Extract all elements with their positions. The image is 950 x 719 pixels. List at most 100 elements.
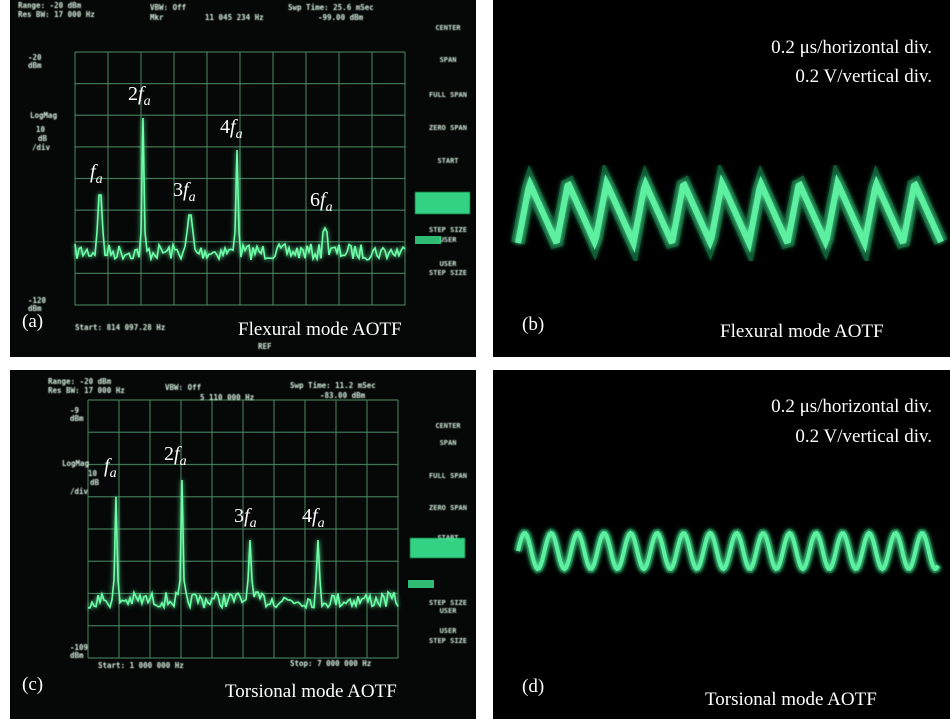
screen-text: dB <box>90 478 100 487</box>
peak-symbol: f <box>183 179 191 201</box>
screen-text: /div <box>70 487 89 496</box>
panel-label: (d) <box>522 676 544 697</box>
softkey: FULL SPAN <box>429 91 467 99</box>
peak-coef: 3 <box>234 505 244 527</box>
panel-caption: Flexural mode AOTF <box>238 319 402 340</box>
peak-coef: 4 <box>220 116 230 138</box>
screen-text: -83.00 dBm <box>320 391 366 400</box>
peak-symbol: f <box>104 455 112 477</box>
screen-text: -9 <box>70 406 80 415</box>
peak-symbol: f <box>230 116 238 138</box>
screen-text: Swp Time: 11.2 mSec <box>290 381 376 390</box>
panel-caption: Torsional mode AOTF <box>225 681 397 702</box>
peak-label: 6fa <box>310 189 333 215</box>
screen-text: Start: 814 097.28 Hz <box>75 323 165 332</box>
softkey: STEP SIZE <box>429 269 467 277</box>
softkey: USER <box>440 627 458 635</box>
scope-trace <box>516 530 940 572</box>
softkey: SPAN <box>440 56 457 64</box>
screen-text: dBm <box>28 304 42 313</box>
highlight-key <box>410 538 465 558</box>
peak-symbol: f <box>244 505 252 527</box>
screen-text: Range: -20 dBm <box>18 1 82 10</box>
screen-text: dBm <box>28 61 42 70</box>
peak-label: 4fa <box>302 505 325 531</box>
screen-text: -109 <box>70 643 89 652</box>
peak-sub: a <box>110 466 117 481</box>
softkey: CENTER <box>435 422 461 430</box>
peak-symbol: f <box>174 443 182 465</box>
scope-trace <box>515 174 944 253</box>
softkey: STEP SIZE <box>429 637 467 645</box>
softkey: USER <box>440 260 458 268</box>
peak-label: 4fa <box>220 116 243 142</box>
screen-text: 10 <box>36 125 46 134</box>
peak-coef: 2 <box>164 443 174 465</box>
softkey: STEP SIZE <box>429 599 467 607</box>
screen-text: /div <box>32 143 51 152</box>
screen-text: 10 <box>88 469 98 478</box>
peak-sub: a <box>318 516 325 531</box>
screen-text: VBW: Off <box>165 383 201 392</box>
scale-text: 0.2 V/vertical div. <box>795 426 932 447</box>
screen-text: Res BW: 17 000 Hz <box>48 386 125 395</box>
screen-text: -99.00 dBm <box>318 13 364 22</box>
softkey: USER <box>440 607 458 615</box>
peak-label: 2fa <box>164 443 187 469</box>
peak-sub: a <box>326 200 333 215</box>
screen-text: dBm <box>70 414 84 423</box>
spectrum-trace <box>74 117 406 263</box>
peak-sub: a <box>189 190 196 205</box>
scale-text: 0.2 μs/horizontal div. <box>771 396 932 417</box>
panel-d <box>493 370 950 719</box>
peak-symbol: f <box>138 83 146 105</box>
screen-text: -20 <box>28 53 42 62</box>
peak-sub: a <box>144 94 151 109</box>
softkey: STEP SIZE <box>429 226 467 234</box>
softkey: CENTER <box>435 24 461 32</box>
screen-text: 5 110 000 Hz <box>200 393 254 402</box>
screen-text: Start: 1 000 000 Hz <box>98 661 184 670</box>
peak-label: fa <box>104 455 117 481</box>
screen-text: REF <box>258 342 272 351</box>
panel-label: (a) <box>22 311 43 332</box>
screen-text: LogMag <box>62 459 90 468</box>
peak-label: fa <box>90 161 103 187</box>
peak-label: 3fa <box>234 505 257 531</box>
peak-sub: a <box>236 127 243 142</box>
peak-coef: 4 <box>302 505 312 527</box>
softkey: ZERO SPAN <box>429 504 467 512</box>
screen-text: 11 045 234 Hz <box>205 13 264 22</box>
peak-coef: 2 <box>128 83 138 105</box>
peak-symbol: f <box>90 161 98 183</box>
screen-text: -120 <box>28 296 47 305</box>
highlight-key <box>415 192 470 214</box>
peak-coef: 3 <box>173 179 183 201</box>
highlight-key <box>408 580 434 588</box>
screen-text: Mkr <box>150 13 164 22</box>
screen-text: LogMag <box>30 111 58 120</box>
peak-symbol: f <box>320 189 328 211</box>
screen-text: Swp Time: 25.6 mSec <box>288 3 374 12</box>
softkey: USER <box>440 236 458 244</box>
peak-sub: a <box>250 516 257 531</box>
screen-text: Res BW: 17 000 Hz <box>18 10 95 19</box>
screen-text: Stop: 7 000 000 Hz <box>290 659 371 668</box>
panel-caption: Flexural mode AOTF <box>720 321 884 342</box>
softkey: SPAN <box>440 439 457 447</box>
peak-label: 3fa <box>173 179 196 205</box>
screen-text: dBm <box>70 651 84 660</box>
peak-coef: 6 <box>310 189 320 211</box>
scale-text: 0.2 μs/horizontal div. <box>771 37 932 58</box>
peak-sub: a <box>180 454 187 469</box>
softkey: FULL SPAN <box>429 472 467 480</box>
softkey: ZERO SPAN <box>429 124 467 132</box>
highlight-key <box>415 236 441 244</box>
peak-symbol: f <box>312 505 320 527</box>
scale-text: 0.2 V/vertical div. <box>795 66 932 87</box>
panel-label: (b) <box>522 314 544 335</box>
screen-text: VBW: Off <box>150 3 186 12</box>
softkey: START <box>437 157 458 165</box>
spectrum-trace <box>87 479 399 611</box>
